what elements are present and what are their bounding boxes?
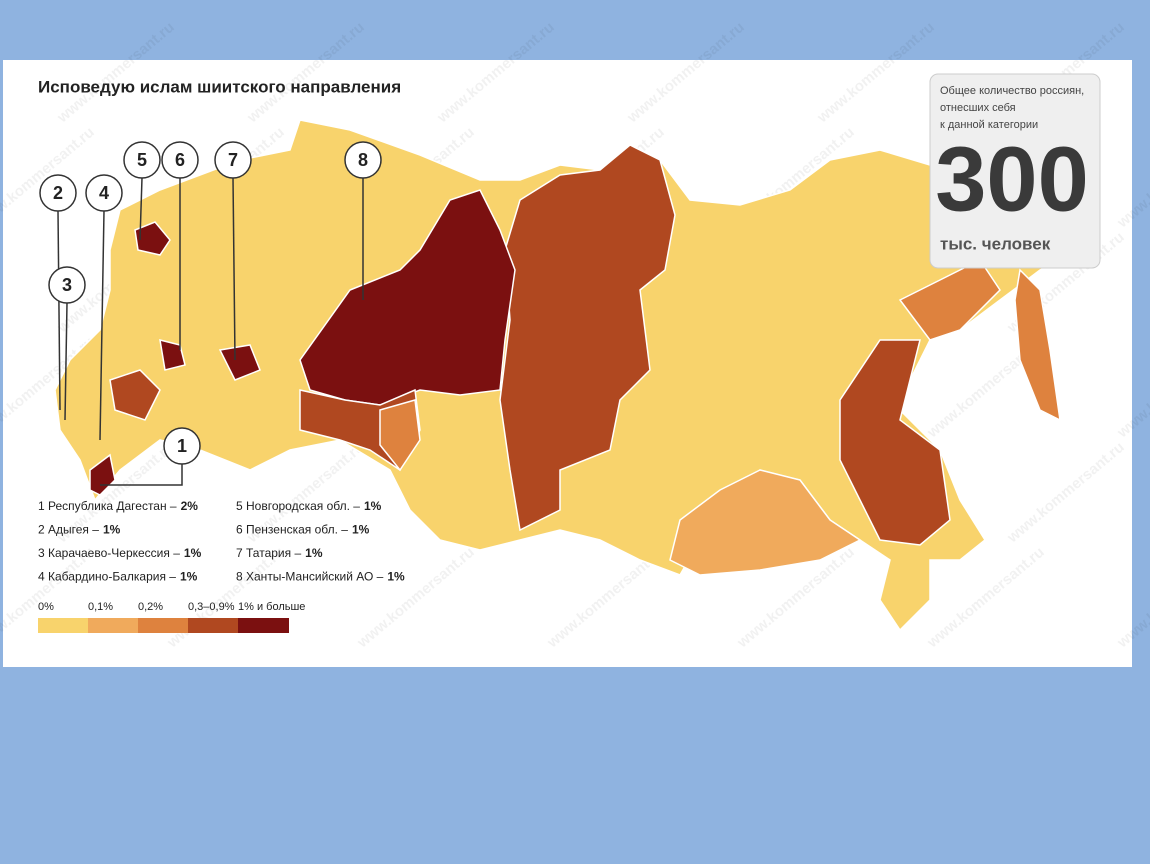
color-scale: 0% 0,1% 0,2% 0,3–0,9% 1% и больше: [38, 601, 305, 633]
legend-item: 1 Республика Дагестан – 2%: [38, 499, 198, 513]
legend-share: 1%: [305, 546, 323, 560]
marker-circle: [163, 427, 201, 465]
scale-label: 0%: [38, 601, 54, 613]
marker-label: 7: [228, 150, 238, 170]
leader-line: [100, 464, 183, 486]
legend-label: 2 Адыгея –: [38, 523, 99, 537]
legend-share: 1%: [364, 499, 382, 513]
legend: 1 Республика Дагестан –2%2 Адыгея –1%3 К…: [38, 499, 405, 584]
legend-label: 5 Новгородская обл. –: [236, 499, 360, 513]
marker-circle: [39, 174, 77, 212]
legend-share: 1%: [352, 523, 370, 537]
scale-swatch: [138, 618, 189, 633]
legend-label: 3 Карачаево-Черкессия –: [38, 546, 180, 560]
legend-label: 1 Республика Дагестан –: [38, 499, 177, 513]
legend-item: 8 Ханты-Мансийский АО –1%: [236, 570, 405, 584]
legend-item: 6 Пензенская обл. – 1%: [236, 523, 370, 537]
scale-label: 0,3–0,9%: [188, 601, 235, 613]
legend-share: 1%: [180, 570, 198, 584]
scale-swatch: [88, 618, 139, 633]
legend-share: 1%: [184, 546, 202, 560]
leader-line: [99, 210, 105, 441]
marker-circle: [85, 174, 123, 212]
marker-label: 6: [175, 150, 185, 170]
marker-label: 3: [62, 275, 72, 295]
marker-label: 1: [177, 436, 187, 456]
legend-label: 7 Татария –: [236, 546, 301, 560]
stats-number: 300: [935, 128, 1089, 230]
legend-share: 1%: [387, 570, 405, 584]
map-title: Исповедую ислам шиитского направления: [38, 77, 401, 96]
scale-label: 1% и больше: [238, 601, 305, 613]
legend-item: 4 Кабардино-Балкария – 1%: [38, 570, 198, 584]
stats-caption: к данной категории: [940, 119, 1038, 131]
scale-swatch: [188, 618, 239, 633]
scale-swatch: [38, 618, 89, 633]
stats-box: Общее количество россиян, отнесших себя …: [929, 73, 1101, 269]
stats-caption: отнесших себя: [940, 102, 1016, 114]
marker-circle: [344, 141, 382, 179]
scale-label: 0,1%: [88, 601, 113, 613]
legend-item: 2 Адыгея – 1%: [38, 523, 121, 537]
map: [54, 119, 1082, 632]
marker-circle: [123, 141, 161, 179]
stats-frame: [929, 73, 1101, 269]
leader-line: [232, 177, 236, 361]
legend-item: 7 Татария – 1%: [236, 546, 323, 560]
marker-label: 8: [358, 150, 368, 170]
scale-swatch: [238, 618, 289, 633]
leader-line: [64, 302, 68, 421]
leader-line: [57, 210, 61, 411]
legend-label: 6 Пензенская обл. –: [236, 523, 348, 537]
stats-caption: Общее количество россиян,: [940, 85, 1084, 97]
marker-circle: [161, 141, 199, 179]
markers: 5 6 7 8 2 4 3 1: [39, 141, 382, 486]
marker-label: 5: [137, 150, 147, 170]
marker-circle: [48, 266, 86, 304]
legend-item: 3 Карачаево-Черкессия – 1%: [38, 546, 202, 560]
legend-share: 2%: [181, 499, 199, 513]
stats-unit: тыс. человек: [940, 234, 1051, 253]
marker-label: 2: [53, 183, 63, 203]
legend-label: 8 Ханты-Мансийский АО –: [236, 570, 384, 584]
legend-item: 5 Новгородская обл. – 1%: [236, 499, 382, 513]
marker-circle: [214, 141, 252, 179]
marker-label: 4: [99, 183, 109, 203]
leader-line: [139, 177, 143, 241]
legend-share: 1%: [103, 523, 121, 537]
scale-label: 0,2%: [138, 601, 163, 613]
legend-label: 4 Кабардино-Балкария –: [38, 570, 176, 584]
